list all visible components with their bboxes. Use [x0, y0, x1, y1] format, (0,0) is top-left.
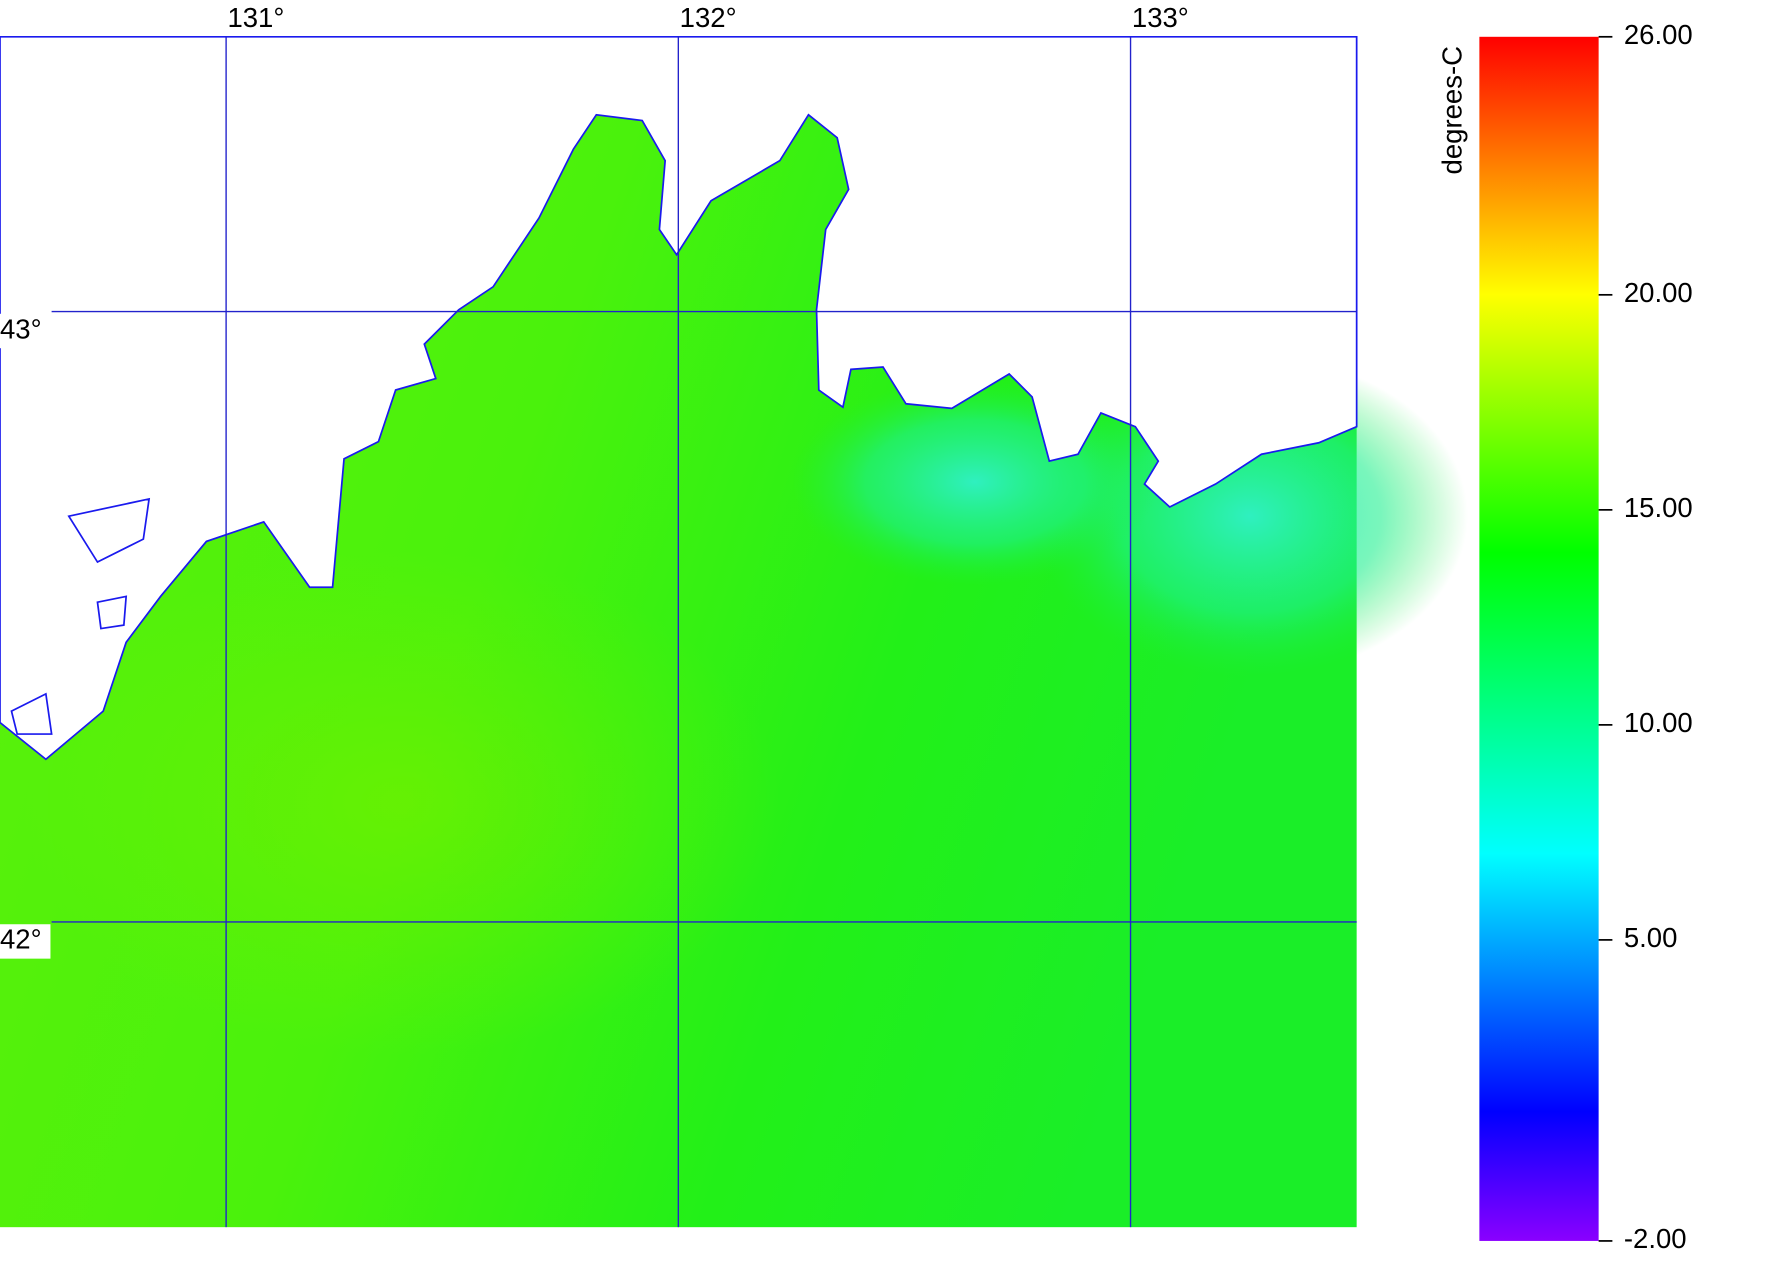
land: [0, 35, 1358, 761]
label-background: [0, 924, 51, 959]
colorbar-tick-label: 10.00: [1624, 707, 1693, 738]
label-background: [0, 313, 51, 349]
lon-tick-label: 133°: [1132, 2, 1189, 33]
lat-tick-label: 42°: [0, 924, 42, 955]
island: [10, 497, 151, 735]
colorbar: degrees-C 26.00 20.00 15.00 10.00 5.00 -2.00: [1436, 19, 1692, 1254]
colorbar-tick-label: 5.00: [1624, 922, 1678, 953]
colorbar-label: degrees-C: [1436, 46, 1467, 174]
colorbar-tick-label: 15.00: [1624, 492, 1693, 523]
colorbar-tick-label: 20.00: [1624, 277, 1693, 308]
colorbar-tick-label: 26.00: [1624, 19, 1693, 50]
lon-tick-label: 131°: [227, 2, 284, 33]
colorbar-scale: [1479, 36, 1599, 1241]
colorbar-tick-label: -2.00: [1624, 1223, 1687, 1254]
lat-tick-label: 43°: [0, 313, 42, 344]
lon-tick-label: 132°: [680, 2, 737, 33]
map-panel: [0, 35, 1468, 1228]
warm-water: [22, 550, 780, 1056]
